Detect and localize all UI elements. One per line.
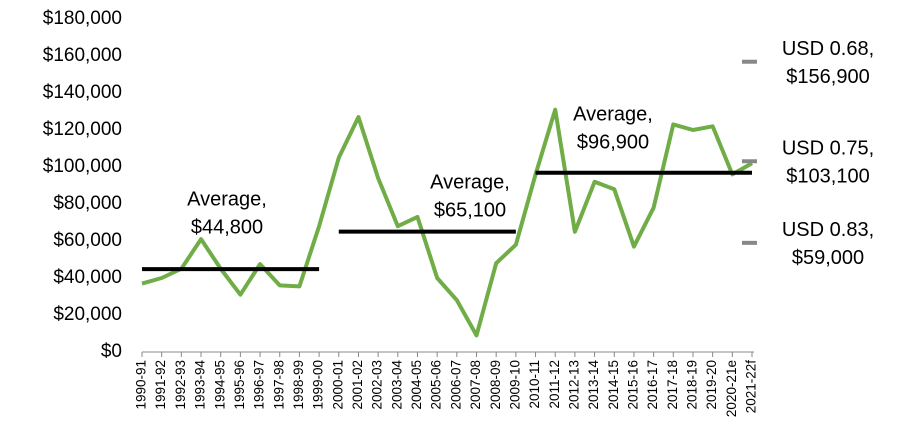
x-tick-label: 2007-08 <box>468 360 483 410</box>
y-tick-label: $180,000 <box>43 8 122 29</box>
x-tick-label: 2001-02 <box>350 360 365 410</box>
x-tick-label: 2014-15 <box>606 360 621 410</box>
fx-label: USD 0.75, <box>782 138 874 160</box>
average-label: Average, <box>430 171 510 193</box>
y-tick-label: $120,000 <box>43 119 122 140</box>
x-tick-label: 2010-11 <box>527 360 542 409</box>
x-tick-label: 2005-06 <box>429 360 444 410</box>
x-tick-label: 2009-10 <box>507 360 522 410</box>
fx-label: USD 0.68, <box>782 38 874 60</box>
y-tick-label: $80,000 <box>53 193 122 214</box>
x-tick-label: 2006-07 <box>448 360 463 410</box>
x-tick-label: 2013-14 <box>586 360 601 410</box>
x-tick-label: 1996-97 <box>252 360 267 410</box>
x-tick-label: 2012-13 <box>566 360 581 410</box>
x-tick-label: 2004-05 <box>409 360 424 410</box>
x-tick-label: 1995-96 <box>232 360 247 410</box>
x-tick-label: 1997-98 <box>271 360 286 410</box>
average-label: $65,100 <box>434 199 506 221</box>
x-tick-label: 2000-01 <box>330 360 345 410</box>
x-tick-label: 2002-03 <box>370 360 385 410</box>
x-tick-label: 2011-12 <box>547 360 562 409</box>
x-tick-label: 2021-22f <box>744 360 759 414</box>
average-label: $96,900 <box>577 131 649 153</box>
average-label: Average, <box>187 188 267 210</box>
fx-label: USD 0.83, <box>782 219 874 241</box>
x-tick-label: 2008-09 <box>488 360 503 410</box>
y-tick-label: $140,000 <box>43 82 122 103</box>
x-tick-label: 1999-00 <box>311 360 326 410</box>
x-tick-label: 1992-93 <box>173 360 188 410</box>
x-tick-label: 2018-19 <box>685 360 700 410</box>
x-tick-label: 2016-17 <box>645 360 660 410</box>
y-tick-label: $40,000 <box>53 267 122 288</box>
y-tick-label: $0 <box>101 341 122 362</box>
x-tick-label: 2020-21e <box>724 360 739 417</box>
x-tick-label: 1990-91 <box>134 360 149 410</box>
x-tick-label: 1994-95 <box>212 360 227 410</box>
fx-label: $156,900 <box>786 66 869 88</box>
fx-label: $59,000 <box>792 247 864 269</box>
x-tick-label: 1991-92 <box>153 360 168 410</box>
y-tick-label: $60,000 <box>53 230 122 251</box>
y-tick-label: $20,000 <box>53 304 122 325</box>
average-label: Average, <box>573 103 653 125</box>
x-tick-label: 2017-18 <box>665 360 680 410</box>
y-tick-label: $100,000 <box>43 156 122 177</box>
x-tick-label: 1993-94 <box>193 360 208 410</box>
x-tick-label: 1998-99 <box>291 360 306 410</box>
average-label: $44,800 <box>191 216 263 238</box>
fx-label: $103,100 <box>786 166 869 188</box>
data-line <box>141 107 753 338</box>
x-tick-label: 2003-04 <box>389 360 404 410</box>
x-tick-label: 2015-16 <box>625 360 640 410</box>
x-tick-label: 2019-20 <box>704 360 719 410</box>
y-tick-label: $160,000 <box>43 45 122 66</box>
